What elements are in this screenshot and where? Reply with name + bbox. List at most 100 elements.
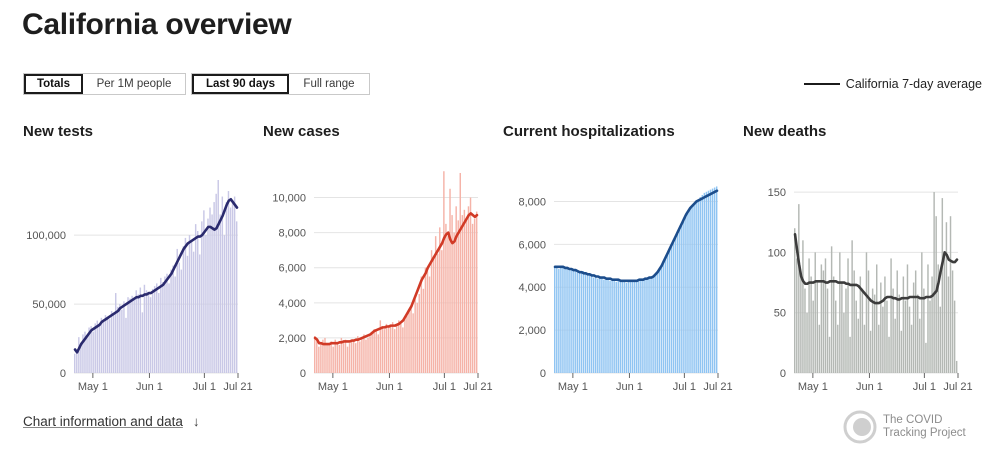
bar <box>896 270 898 373</box>
bar <box>845 288 847 373</box>
bar <box>84 331 86 373</box>
bar <box>318 346 320 373</box>
bar <box>941 198 944 373</box>
bar <box>414 299 416 373</box>
bar <box>863 324 866 373</box>
totals-toggle-option[interactable]: Totals <box>24 74 83 94</box>
bar <box>662 263 665 373</box>
brand-line-1: The COVID <box>883 414 943 426</box>
bar <box>828 336 831 373</box>
bar <box>455 206 457 373</box>
bar <box>209 207 211 373</box>
y-tick-label: 100 <box>768 247 786 259</box>
bar <box>342 341 345 373</box>
bar <box>650 278 652 373</box>
bar <box>383 329 386 373</box>
bar <box>812 300 814 374</box>
y-tick-label: 0 <box>60 368 66 380</box>
bar <box>190 242 193 373</box>
bar <box>824 258 827 373</box>
bar <box>839 252 841 374</box>
bar <box>857 318 859 373</box>
bar <box>888 336 890 373</box>
bar <box>396 325 398 373</box>
bar <box>112 313 115 373</box>
bar <box>326 344 328 373</box>
bar <box>363 334 365 373</box>
chart-title-new-deaths: New deaths <box>743 123 827 140</box>
bar <box>592 277 595 373</box>
x-tick-label: Jun 1 <box>136 381 163 393</box>
bar <box>652 276 654 373</box>
full-range-toggle-option[interactable]: Full range <box>303 78 355 90</box>
bar <box>402 327 404 373</box>
bar <box>102 321 105 373</box>
x-tick-label: Jul 21 <box>943 381 972 393</box>
bar <box>921 252 923 374</box>
bar <box>217 180 219 373</box>
bar <box>947 276 950 373</box>
y-tick-label: 2,000 <box>278 333 306 345</box>
y-tick-label: 4,000 <box>278 298 306 310</box>
bar <box>945 222 948 373</box>
bar <box>398 320 400 373</box>
bar <box>919 318 921 373</box>
bar <box>104 315 107 373</box>
bar <box>925 342 927 373</box>
range-toggle: Last 90 days Full range <box>191 73 370 95</box>
bar <box>841 282 843 373</box>
bar <box>437 253 439 373</box>
bar <box>599 277 601 373</box>
bar <box>640 279 642 373</box>
bar <box>830 246 833 373</box>
bar <box>660 267 663 373</box>
bar <box>316 341 318 373</box>
bar <box>855 300 857 374</box>
bar <box>330 341 332 373</box>
bar <box>377 334 379 373</box>
per-1m-people-toggle-option[interactable]: Per 1M people <box>96 78 172 90</box>
bar <box>814 252 816 374</box>
bar <box>646 278 648 373</box>
bar <box>219 214 221 373</box>
last-90-days-toggle-option[interactable]: Last 90 days <box>192 74 289 94</box>
bar <box>375 330 377 373</box>
bar <box>418 294 420 373</box>
bar <box>847 258 849 373</box>
bar <box>796 258 798 373</box>
bar <box>225 202 228 373</box>
bar <box>192 251 195 373</box>
bar <box>127 297 129 373</box>
chart-information-link[interactable]: Chart information and data ↓ <box>23 414 200 429</box>
bar <box>344 339 347 373</box>
down-arrow-icon: ↓ <box>192 414 200 429</box>
bar <box>556 267 558 373</box>
bar <box>929 300 931 374</box>
bar <box>201 221 203 373</box>
bar <box>365 339 367 373</box>
bar <box>843 312 845 373</box>
bar <box>832 276 835 373</box>
bar <box>94 323 96 373</box>
bar <box>607 279 609 373</box>
bar <box>880 282 882 373</box>
bar <box>619 279 622 373</box>
bar <box>135 290 137 373</box>
bar <box>426 271 429 373</box>
bar <box>451 215 453 373</box>
bar <box>642 278 644 373</box>
bar <box>357 336 359 373</box>
bar <box>695 201 697 373</box>
covid-tracking-project-logo: The COVID Tracking Project <box>843 410 966 444</box>
bar <box>927 264 929 373</box>
bar <box>162 282 164 373</box>
bar <box>443 171 445 373</box>
bar <box>691 205 693 373</box>
bar <box>578 273 581 373</box>
bar <box>139 287 142 373</box>
bar <box>158 293 160 373</box>
bar <box>904 300 907 374</box>
bar <box>664 259 667 373</box>
y-tick-label: 6,000 <box>278 263 306 275</box>
bar <box>572 268 574 373</box>
